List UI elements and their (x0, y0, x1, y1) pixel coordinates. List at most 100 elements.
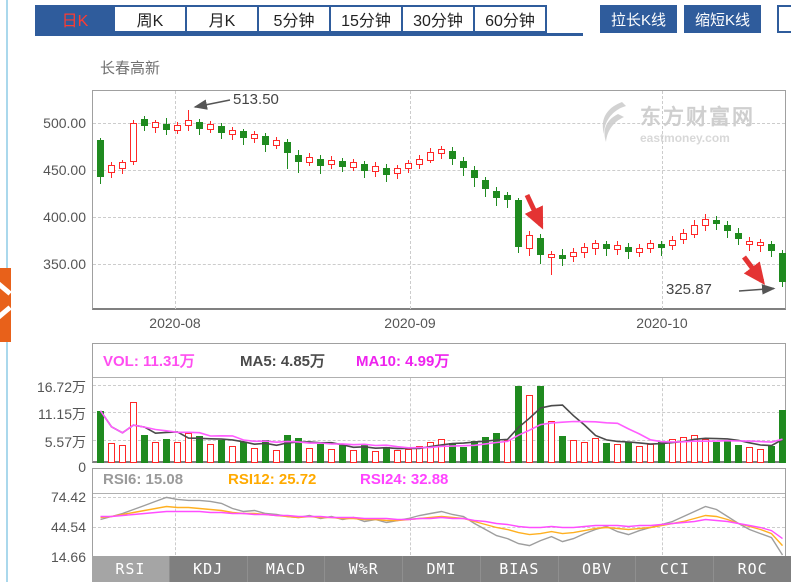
period-tab-7[interactable]: 60分钟 (473, 5, 547, 33)
kline-action-button-1[interactable]: 拉长K线 (600, 5, 678, 33)
candle-body (592, 243, 599, 249)
candle-body (152, 122, 159, 128)
candle-body (460, 160, 467, 169)
candle-body (702, 218, 709, 227)
stock-name: 长春高新 (100, 60, 161, 77)
indicator-tab-obv[interactable]: OBV (557, 556, 636, 582)
volume-axis-label: 0 (78, 458, 86, 475)
kline-action-button-2[interactable]: 缩短K线 (684, 5, 762, 33)
period-tab-5[interactable]: 15分钟 (329, 5, 403, 33)
volume-bar (625, 442, 632, 463)
candle-body (97, 139, 104, 177)
candle-body (548, 253, 555, 259)
candle-body (427, 152, 434, 161)
volume-bar (339, 445, 346, 463)
candle-body (218, 125, 225, 134)
volume-bar (768, 445, 775, 463)
indicator-tab-cci[interactable]: CCI (635, 556, 713, 582)
candle-body (724, 224, 731, 232)
volume-axis-label: 5.57万 (44, 433, 86, 450)
volume-bar (724, 441, 731, 463)
volume-bar (460, 446, 467, 463)
period-tab-4[interactable]: 5分钟 (257, 5, 331, 33)
date-axis-label: 2020-09 (384, 315, 436, 331)
date-axis-label: 2020-08 (149, 315, 201, 331)
candle-body (768, 244, 775, 251)
price-axis-label: 350.00 (43, 256, 86, 272)
candle-body (361, 164, 368, 171)
period-tab-1[interactable]: 日K (35, 5, 115, 33)
candle-body (273, 139, 280, 146)
candle-body (482, 180, 489, 189)
candle-body (471, 170, 478, 179)
partial-button-cutoff[interactable] (777, 5, 791, 33)
candle-body (449, 151, 456, 159)
volume-bar (295, 437, 302, 463)
volume-header-value: MA5: 4.85万 (240, 353, 326, 370)
low-annotation-label: 325.87 (666, 281, 712, 298)
candle-body (504, 195, 511, 201)
candle-body (493, 190, 500, 199)
candle-body (438, 149, 445, 154)
candle-body (680, 232, 687, 241)
candle-body (196, 122, 203, 129)
volume-header-separator (93, 377, 785, 378)
tab-underline (35, 33, 583, 36)
candle-body (383, 168, 390, 175)
indicator-tab-bar: RSI KDJ MACD W%R DMI BIAS OBV CCI ROC (92, 556, 791, 582)
indicator-tab-roc[interactable]: ROC (713, 556, 791, 582)
main-gridline (93, 217, 785, 218)
candle-body (647, 243, 654, 249)
eastmoney-logo-icon (602, 102, 626, 142)
price-axis-label: 400.00 (43, 209, 86, 225)
candle-body (163, 123, 170, 130)
period-tab-3[interactable]: 月K (185, 5, 259, 33)
volume-bar (317, 443, 324, 463)
candle-body (669, 239, 676, 247)
volume-bar (240, 442, 247, 463)
period-tab-6[interactable]: 30分钟 (401, 5, 475, 33)
main-vgridline (662, 91, 663, 309)
price-axis-label: 500.00 (43, 115, 86, 131)
candle-wick (661, 241, 662, 256)
indicator-tab-macd[interactable]: MACD (246, 556, 325, 582)
price-axis-label: 450.00 (43, 162, 86, 178)
volume-bar (163, 438, 170, 463)
indicator-tab-bias[interactable]: BIAS (479, 556, 558, 582)
candle-body (757, 242, 764, 247)
candle-body (306, 156, 313, 164)
candle-body (350, 162, 357, 169)
candle-body (185, 120, 192, 126)
rsi-header-value: RSI6: 15.08 (103, 471, 184, 488)
indicator-tab-dmi[interactable]: DMI (402, 556, 480, 582)
volume-bar (482, 436, 489, 463)
candle-body (625, 247, 632, 252)
candle-body (251, 134, 258, 139)
main-price-chart[interactable] (92, 90, 786, 310)
candle-wick (606, 241, 607, 257)
indicator-tab-kdj[interactable]: KDJ (168, 556, 247, 582)
volume-axis-label: 11.15万 (38, 406, 86, 423)
volume-header-value: VOL: 11.31万 (103, 353, 195, 370)
candle-body (570, 251, 577, 258)
main-gridline (93, 123, 785, 124)
candle-body (515, 200, 522, 248)
candle-body (636, 248, 643, 253)
candle-body (317, 158, 324, 167)
rsi-header-separator (93, 493, 785, 494)
rsi-header-value: RSI12: 25.72 (228, 471, 317, 488)
candle-body (735, 232, 742, 239)
candle-body (339, 160, 346, 168)
volume-gridline (93, 385, 785, 386)
candle-body (174, 124, 181, 131)
rsi-panel[interactable] (92, 468, 786, 556)
candle-body (229, 129, 236, 136)
side-widget-fragment[interactable] (0, 268, 11, 342)
main-gridline (93, 170, 785, 171)
indicator-tab-w%r[interactable]: W%R (324, 556, 402, 582)
candle-body (284, 141, 291, 154)
volume-bar (328, 449, 335, 463)
indicator-tab-rsi[interactable]: RSI (92, 556, 169, 582)
